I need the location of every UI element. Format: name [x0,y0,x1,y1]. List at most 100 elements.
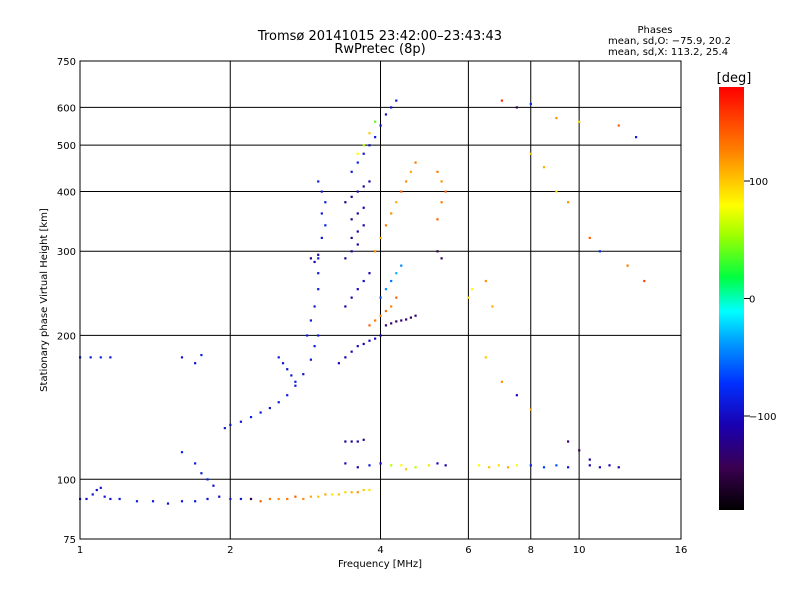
data-point [578,449,581,452]
data-point [484,356,487,359]
data-point [414,314,417,317]
data-point [529,152,532,155]
data-point [440,201,443,204]
data-point [588,458,591,461]
colorbar-tick-label: 100 [749,177,768,188]
data-point [374,136,377,139]
data-point [324,201,327,204]
data-point [379,296,382,299]
x-tick-label: 1 [77,545,83,556]
x-tick-label: 16 [675,545,688,556]
data-point [151,500,155,503]
data-point [626,264,629,267]
x-axis-label: Frequency [MHz] [338,559,422,570]
data-point [135,500,139,503]
data-points [79,99,646,505]
data-point [200,353,203,357]
data-point [99,486,102,489]
data-point [390,322,393,325]
data-point [374,319,377,322]
data-point [542,166,546,169]
data-point [379,462,382,465]
data-point [350,236,353,240]
data-point [567,440,570,443]
data-point [384,288,388,291]
data-point [567,201,570,204]
data-point [118,497,121,501]
data-point [368,488,371,492]
data-point [356,345,359,348]
data-point [414,466,417,469]
data-point [529,408,532,411]
data-point [294,380,297,383]
data-point [379,334,382,337]
data-point [384,224,388,227]
data-point [588,464,591,467]
data-point [99,356,102,359]
data-point [444,464,447,467]
data-point [395,99,398,102]
x-tick-label: 6 [465,545,471,556]
data-point [362,206,365,209]
y-axis-label: Stationary phase Virtual Height [km] [39,208,50,392]
data-point [350,350,353,353]
data-point [337,493,341,496]
data-point [286,394,289,397]
data-point [302,497,305,501]
chart-subtitle: RwPretec (8p) [334,42,425,57]
data-point [436,462,439,465]
data-point [379,314,382,317]
y-tick-label: 75 [63,535,76,546]
data-point [294,495,297,498]
data-point [206,478,209,481]
data-point [337,362,341,365]
data-point [588,236,591,240]
data-point [436,218,439,221]
data-point [368,324,371,327]
data-point [356,288,359,291]
data-point [368,144,371,147]
data-point [444,190,447,193]
data-point [350,250,353,253]
data-point [223,427,226,430]
data-point [390,106,393,109]
data-point [91,493,94,496]
data-point [109,497,112,501]
data-point [277,497,280,501]
data-point [268,406,271,410]
data-point [331,493,334,496]
data-point [368,180,371,183]
data-point [362,224,365,227]
colorbar-tick-label: 0 [749,295,755,306]
data-point [374,337,377,340]
y-tick-label: 500 [57,141,76,152]
data-point [302,373,305,376]
data-point [409,316,412,319]
x-tick-label: 4 [377,545,383,556]
data-point [313,345,316,348]
data-point [194,462,197,465]
data-point [379,236,382,240]
data-point [218,495,221,498]
data-point [356,161,359,164]
data-point [356,243,359,246]
data-point [395,201,398,204]
data-point [497,464,500,467]
data-point [212,484,215,487]
data-point [555,464,558,467]
data-point [384,113,388,116]
y-tick-label: 200 [57,331,76,342]
x-tick-label: 2 [227,545,233,556]
data-point [317,253,320,256]
data-point [306,334,309,337]
data-point [206,497,209,501]
data-point [555,190,558,193]
data-point [309,358,312,361]
data-point [350,440,353,443]
data-point [368,272,371,275]
data-point [109,356,112,359]
data-point [470,288,474,291]
data-point [309,495,312,498]
data-point [440,257,443,260]
